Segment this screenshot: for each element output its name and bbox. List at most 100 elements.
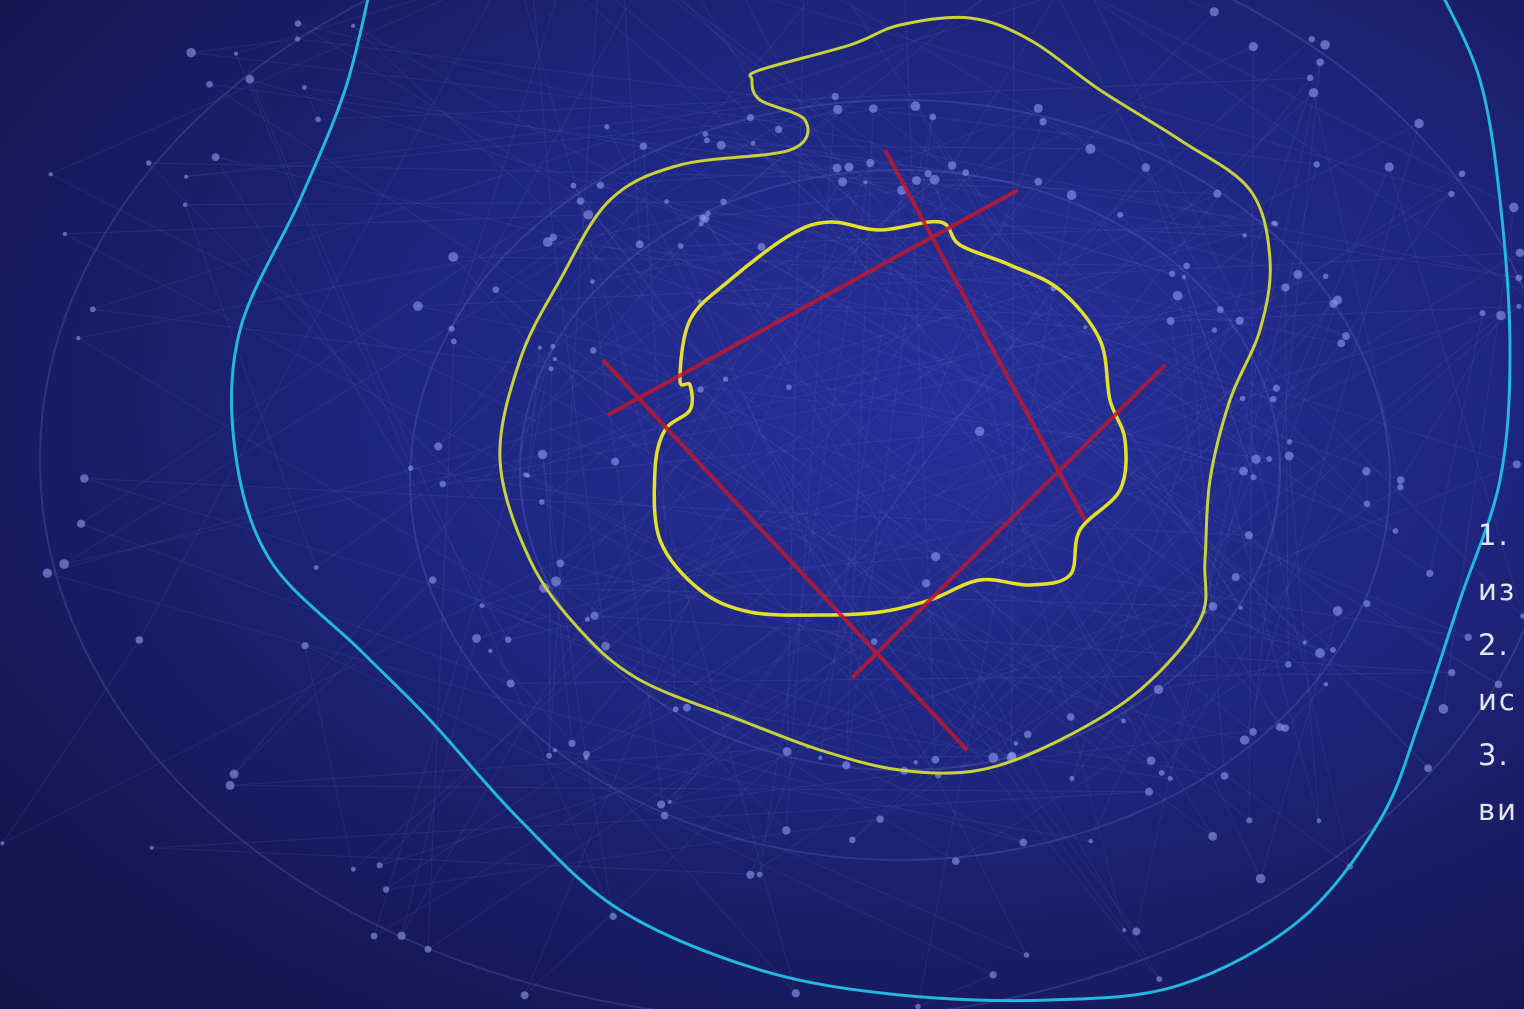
net-line xyxy=(63,0,984,565)
net-dot xyxy=(1363,600,1371,608)
net-line xyxy=(50,0,445,175)
red-line xyxy=(601,358,969,752)
net-line xyxy=(453,340,1124,722)
net-line xyxy=(495,289,1213,837)
net-dot xyxy=(842,761,851,770)
net-line xyxy=(297,23,1306,643)
red-lines xyxy=(601,149,1167,752)
net-line xyxy=(548,368,552,756)
net-line xyxy=(527,347,541,476)
net-dot xyxy=(1512,460,1521,469)
net-dot xyxy=(635,240,644,249)
net-line xyxy=(1058,0,1221,310)
net-dot xyxy=(294,36,301,42)
net-line xyxy=(138,0,491,641)
net-line xyxy=(934,303,1334,761)
net-line xyxy=(525,389,701,476)
net-line xyxy=(63,275,1326,565)
net-dot xyxy=(537,449,548,460)
net-line xyxy=(1284,683,1327,729)
net-line xyxy=(600,184,1401,481)
net-line xyxy=(992,343,1342,759)
net-dot xyxy=(1167,775,1173,782)
net-line xyxy=(682,0,1429,769)
net-line xyxy=(593,46,1254,351)
net-dot xyxy=(750,141,756,146)
net-line xyxy=(925,583,1160,980)
net-dot xyxy=(1515,274,1523,282)
net-dot xyxy=(1322,273,1329,279)
net-line xyxy=(352,25,1250,536)
net-line xyxy=(1119,214,1524,617)
net-line xyxy=(541,165,953,503)
net-dot xyxy=(429,576,437,584)
net-line xyxy=(706,139,1173,275)
net-dot xyxy=(611,457,620,466)
net-line xyxy=(385,173,1463,890)
outer-yellow-contour xyxy=(498,15,1272,775)
net-line xyxy=(437,109,839,447)
inner-yellow-contour xyxy=(652,219,1128,617)
net-line xyxy=(1093,0,1277,389)
net-line xyxy=(840,0,1246,236)
net-line xyxy=(661,726,1280,805)
net-dot xyxy=(974,426,985,437)
net-dot xyxy=(1085,143,1096,154)
net-line xyxy=(379,611,1205,866)
net-dot xyxy=(1153,684,1164,695)
list-fragment: из xyxy=(1478,573,1517,607)
net-dot xyxy=(1320,39,1330,50)
net-line xyxy=(50,173,616,463)
net-dot xyxy=(1281,283,1290,292)
net-line xyxy=(571,181,1039,744)
net-dot xyxy=(315,116,321,123)
net-line xyxy=(548,0,598,756)
net-line xyxy=(524,162,871,996)
net-dot xyxy=(89,306,96,313)
net-line xyxy=(1010,0,1015,758)
net-dot xyxy=(424,945,432,953)
net-line xyxy=(527,346,554,476)
net-line xyxy=(1244,123,1420,741)
net-dot xyxy=(1448,190,1455,198)
net-dot xyxy=(0,841,5,846)
net-dot xyxy=(542,237,553,248)
net-dot xyxy=(1281,724,1290,732)
net-dot xyxy=(756,871,763,878)
net-line xyxy=(752,142,1286,729)
net-line xyxy=(510,672,1452,685)
net-dot xyxy=(1183,262,1191,270)
net-line xyxy=(1288,455,1320,821)
net-line xyxy=(594,329,1215,617)
net-dot xyxy=(818,755,823,760)
ring xyxy=(39,0,1524,1009)
net-dot xyxy=(1239,466,1248,476)
net-line xyxy=(78,337,957,862)
net-line xyxy=(64,233,1028,735)
net-dot xyxy=(1284,451,1294,461)
net-dot xyxy=(1306,74,1314,82)
net-line xyxy=(585,757,614,917)
net-dot xyxy=(838,177,848,187)
net-dot xyxy=(76,335,81,341)
net-dot xyxy=(576,197,585,205)
net-line xyxy=(1366,603,1499,685)
net-line xyxy=(442,329,1215,485)
net-line xyxy=(1042,121,1091,150)
net-line xyxy=(451,0,632,330)
net-line xyxy=(725,378,1250,821)
net-line xyxy=(1098,0,1515,208)
net-line xyxy=(191,52,751,119)
net-dot xyxy=(924,170,932,178)
net-line xyxy=(476,387,1277,639)
net-dot xyxy=(1496,310,1506,321)
net-dot xyxy=(77,519,86,528)
net-line xyxy=(723,201,1274,400)
net-line xyxy=(842,107,1039,183)
net-line xyxy=(666,201,937,557)
net-line xyxy=(410,467,1469,638)
net-line xyxy=(686,707,939,776)
net-dot xyxy=(988,752,999,763)
net-line xyxy=(417,305,1244,472)
net-dot xyxy=(1426,569,1434,578)
